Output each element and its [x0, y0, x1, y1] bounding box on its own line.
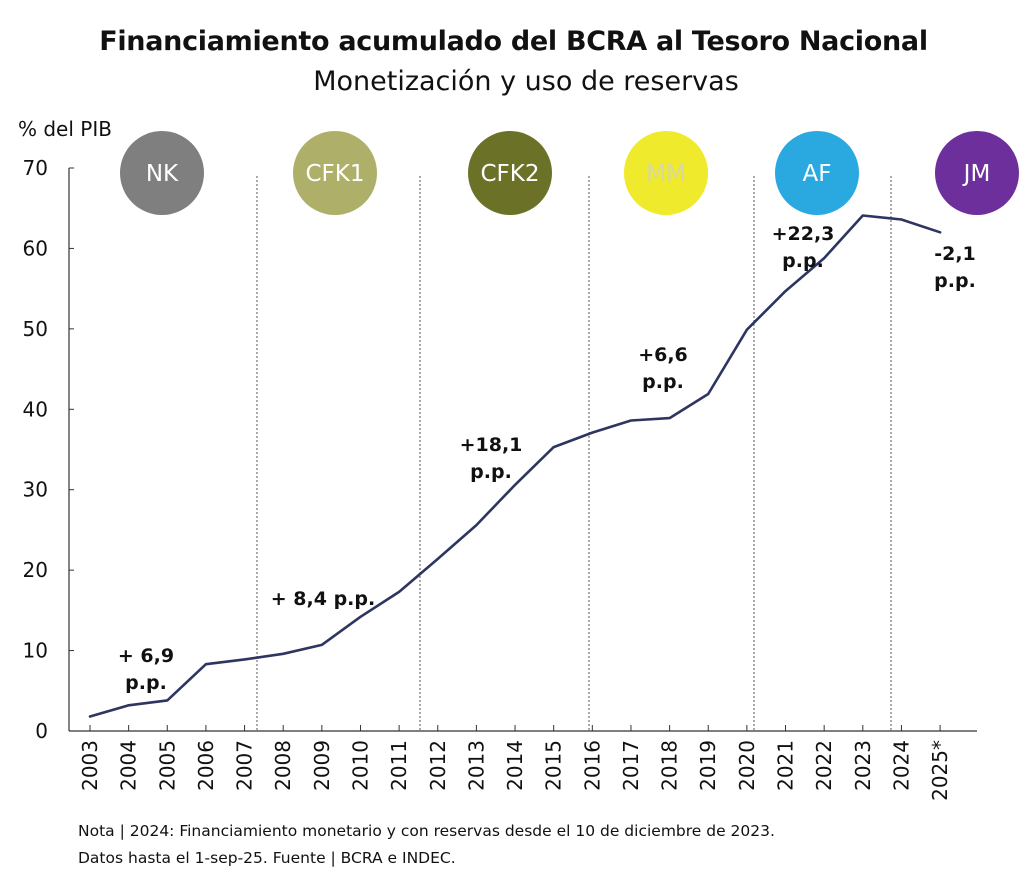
y-tick-label: 0 — [35, 719, 48, 743]
y-tick-label: 20 — [23, 558, 48, 582]
x-tick-label: 2010 — [348, 740, 372, 791]
change-annotation: +6,6 — [638, 344, 688, 366]
period-badge-label: NK — [146, 161, 179, 187]
x-tick-label: 2012 — [426, 740, 450, 791]
period-badge-af — [775, 131, 859, 215]
period-badge-jm — [935, 131, 1019, 215]
period-badge-nk — [120, 131, 204, 215]
period-badge-cfk2 — [468, 131, 552, 215]
period-badge-label: AF — [803, 161, 832, 187]
x-tick-label: 2007 — [233, 740, 257, 791]
y-tick-label: 30 — [23, 478, 48, 502]
x-tick-label: 2017 — [619, 740, 643, 791]
change-annotation: p.p. — [934, 270, 976, 292]
x-tick-label: 2013 — [464, 740, 488, 791]
chart-title: Financiamiento acumulado del BCRA al Tes… — [99, 26, 928, 57]
x-tick-label: 2018 — [658, 740, 682, 791]
period-badge-label: MM — [646, 161, 686, 187]
chart-subtitle: Monetización y uso de reservas — [313, 66, 739, 97]
period-badge-cfk1 — [293, 131, 377, 215]
x-tick-label: 2008 — [271, 740, 295, 791]
change-annotation: +18,1 — [460, 434, 523, 456]
x-tick-label: 2021 — [774, 740, 798, 791]
period-badge-mm — [624, 131, 708, 215]
series-line — [88, 214, 942, 718]
period-badge-label: CFK1 — [305, 161, 364, 187]
x-tick-label: 2005 — [155, 740, 179, 791]
y-tick-label: 40 — [23, 397, 48, 421]
source-text: Datos hasta el 1-sep-25. Fuente | BCRA e… — [78, 849, 456, 867]
x-tick-label: 2022 — [812, 740, 836, 791]
x-tick-label: 2024 — [889, 740, 913, 791]
period-badge-label: JM — [962, 161, 991, 187]
x-tick-label: 2003 — [78, 740, 102, 791]
y-tick-label: 10 — [23, 639, 48, 663]
change-annotation: p.p. — [782, 250, 824, 272]
x-tick-label: 2004 — [117, 740, 141, 791]
x-tick-label: 2020 — [735, 740, 759, 791]
change-annotation: -2,1 — [934, 243, 976, 265]
change-annotation: + 8,4 p.p. — [271, 588, 375, 610]
y-axis-label: % del PIB — [18, 117, 112, 141]
period-badge-label: CFK2 — [480, 161, 539, 187]
x-tick-label: 2011 — [387, 740, 411, 791]
y-tick-label: 60 — [23, 236, 48, 260]
change-annotation: + 6,9 — [118, 645, 174, 667]
change-annotation: p.p. — [642, 371, 684, 393]
change-annotation: p.p. — [470, 461, 512, 483]
x-tick-label: 2016 — [580, 740, 604, 791]
y-tick-label: 70 — [23, 156, 48, 180]
change-annotation: +22,3 — [772, 223, 835, 245]
x-tick-label: 2025* — [928, 740, 952, 801]
x-tick-label: 2019 — [696, 740, 720, 791]
change-annotation: p.p. — [125, 672, 167, 694]
x-tick-label: 2006 — [194, 740, 218, 791]
x-tick-label: 2015 — [542, 740, 566, 791]
x-tick-label: 2023 — [851, 740, 875, 791]
note-text: Nota | 2024: Financiamiento monetario y … — [78, 822, 775, 840]
y-tick-label: 50 — [23, 317, 48, 341]
x-tick-label: 2014 — [503, 740, 527, 791]
x-tick-label: 2009 — [310, 740, 334, 791]
